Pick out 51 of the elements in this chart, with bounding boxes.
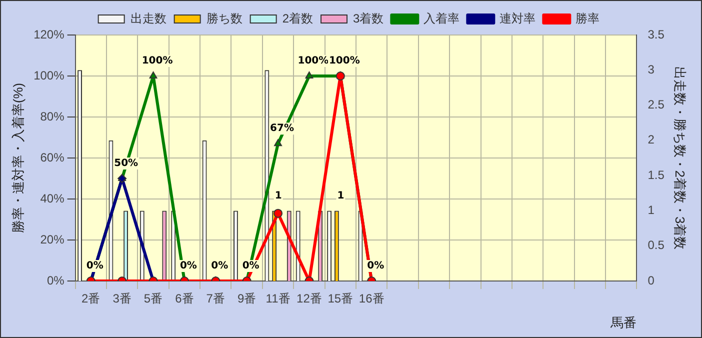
y2-tick-label: 3.5 (648, 27, 665, 42)
data-label: 0% (242, 260, 260, 272)
x-tick-label: 6番 (175, 292, 194, 306)
y-tick-label: 20% (40, 232, 65, 246)
x-tick-label: 2番 (82, 292, 100, 306)
x-tick-label: 16番 (358, 292, 384, 306)
y-tick-label: 120% (34, 27, 65, 42)
y-tick-label: 80% (40, 109, 65, 124)
y2-tick-label: 0 (648, 273, 655, 288)
legend-label: 勝率 (576, 11, 600, 26)
data-label: 0% (211, 260, 228, 272)
point (305, 72, 314, 78)
legend-label: 2着数 (282, 11, 314, 26)
data-label: 100% (298, 56, 329, 67)
y2-tick-label: 2.5 (648, 98, 665, 112)
data-label: 100% (142, 56, 173, 67)
y-tick-label: 40% (40, 191, 65, 206)
data-label: 67% (270, 123, 294, 134)
y-tick-label: 60% (40, 150, 65, 164)
x-tick-label: 5番 (144, 292, 163, 306)
y-axis-title: 勝率・連対率・入着率(%) (10, 82, 26, 234)
y-tick-label: 100% (34, 68, 65, 82)
y2-tick-label: 1.5 (648, 168, 665, 182)
data-label: 1 (274, 190, 282, 202)
data-label: 0% (367, 260, 384, 272)
x-tick-label: 9番 (237, 292, 256, 306)
data-label: 1 (337, 190, 344, 202)
data-label: 50% (114, 158, 138, 170)
y2-tick-label: 2 (648, 132, 655, 147)
data-label: 0% (86, 260, 104, 272)
point (274, 139, 282, 146)
legend-label: 勝ち数 (206, 11, 242, 26)
x-axis-title: 馬番 (610, 314, 637, 330)
y2-axis-title: 出走数・勝ち数・2着数・3着数 (672, 66, 688, 250)
y-tick-label: 0% (46, 273, 65, 288)
point (274, 208, 283, 218)
legend-label: 出走数 (130, 11, 166, 26)
x-tick-label: 11番 (266, 292, 290, 306)
data-label: 100% (328, 56, 360, 67)
legend-label: 連対率 (500, 11, 536, 26)
x-tick-label: 3番 (112, 292, 132, 306)
y2-tick-label: 0.5 (648, 238, 665, 252)
y2-tick-label: 1 (648, 203, 655, 218)
legend-label: 3着数 (353, 11, 384, 26)
x-tick-label: 15番 (328, 292, 354, 306)
point (149, 72, 158, 78)
x-tick-label: 7番 (206, 292, 225, 306)
x-tick-label: 12番 (296, 292, 322, 306)
legend-label: 入着率 (424, 11, 460, 26)
y2-tick-label: 3 (648, 62, 655, 76)
data-label: 0% (180, 260, 197, 272)
